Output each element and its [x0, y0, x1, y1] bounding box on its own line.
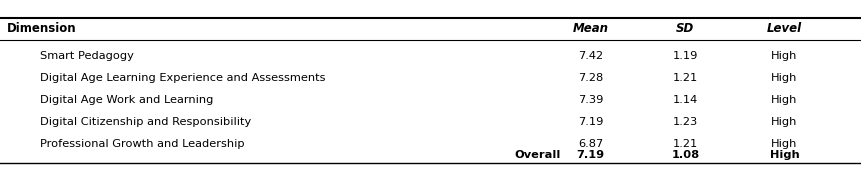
Text: 7.42: 7.42	[577, 51, 603, 61]
Text: 7.19: 7.19	[577, 117, 603, 127]
Text: 1.14: 1.14	[672, 95, 697, 105]
Text: 1.19: 1.19	[672, 51, 697, 61]
Text: High: High	[769, 150, 798, 160]
Text: SD: SD	[675, 22, 694, 35]
Text: Overall: Overall	[513, 150, 560, 160]
Text: 6.87: 6.87	[577, 139, 603, 149]
Text: Level: Level	[766, 22, 801, 35]
Text: High: High	[771, 95, 796, 105]
Text: 1.21: 1.21	[672, 139, 697, 149]
Text: 7.19: 7.19	[576, 150, 604, 160]
Text: 7.28: 7.28	[577, 73, 603, 83]
Text: Digital Age Learning Experience and Assessments: Digital Age Learning Experience and Asse…	[40, 73, 325, 83]
Text: High: High	[771, 117, 796, 127]
Text: Digital Citizenship and Responsibility: Digital Citizenship and Responsibility	[40, 117, 251, 127]
Text: 7.39: 7.39	[577, 95, 603, 105]
Text: Digital Age Work and Learning: Digital Age Work and Learning	[40, 95, 213, 105]
Text: High: High	[771, 139, 796, 149]
Text: Mean: Mean	[572, 22, 608, 35]
Text: High: High	[771, 51, 796, 61]
Text: 1.08: 1.08	[671, 150, 698, 160]
Text: High: High	[771, 73, 796, 83]
Text: Professional Growth and Leadership: Professional Growth and Leadership	[40, 139, 244, 149]
Text: Smart Pedagogy: Smart Pedagogy	[40, 51, 133, 61]
Text: Dimension: Dimension	[7, 22, 77, 35]
Text: 1.21: 1.21	[672, 73, 697, 83]
Text: 1.23: 1.23	[672, 117, 697, 127]
